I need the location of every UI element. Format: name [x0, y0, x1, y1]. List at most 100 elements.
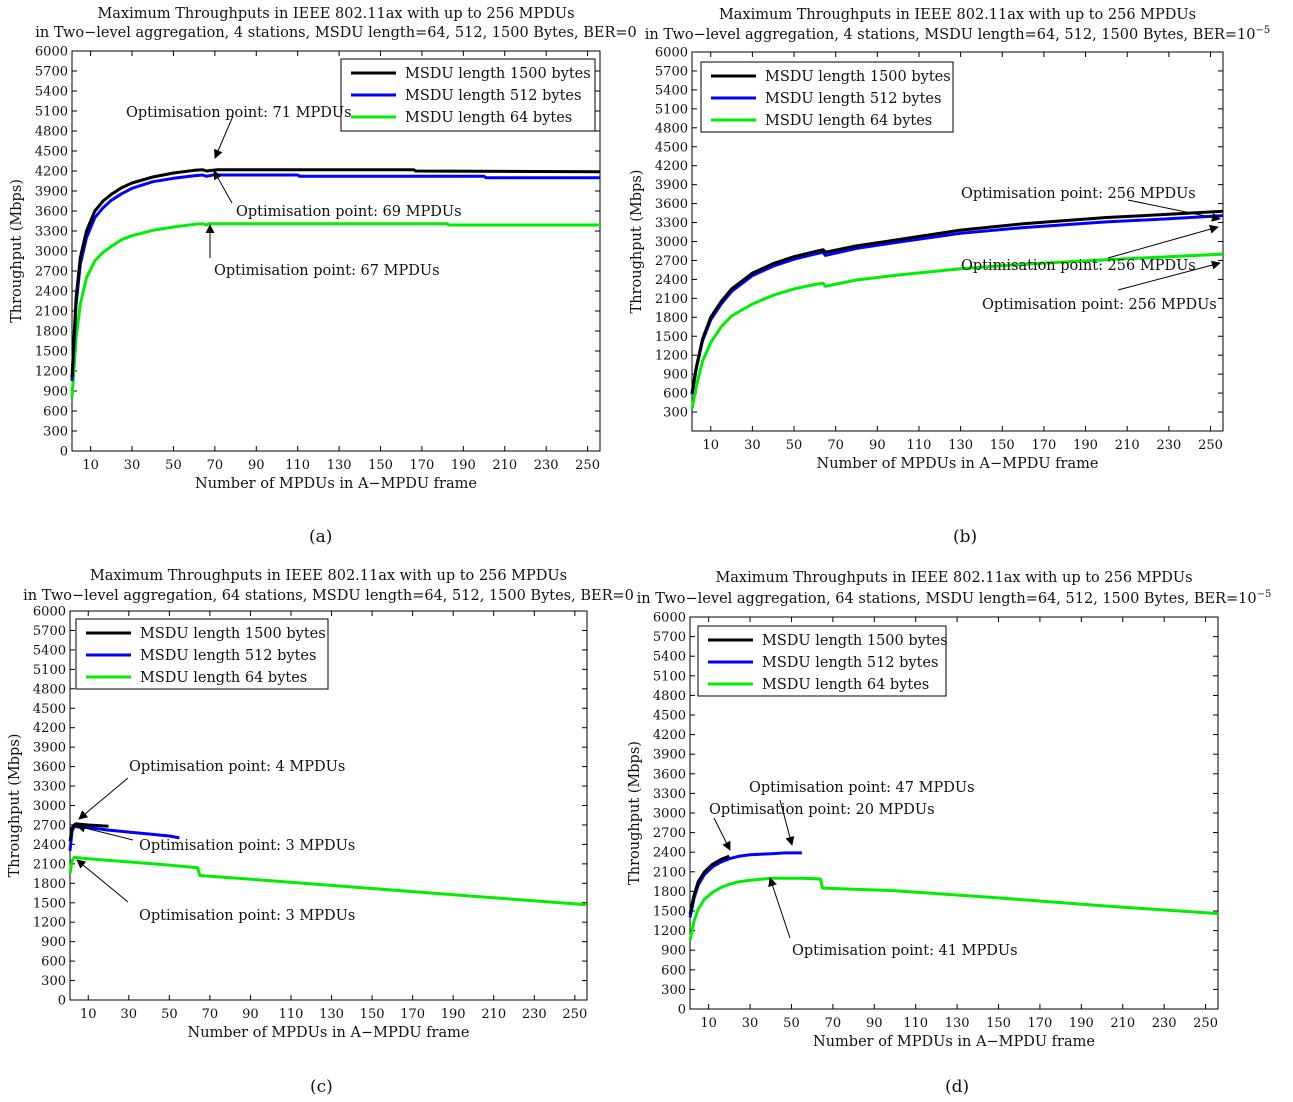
legend-entry: MSDU length 1500 bytes [140, 626, 326, 642]
annotation-label: Optimisation point: 256 MPDUs [961, 258, 1196, 274]
y-tick-label: 1500 [655, 330, 688, 345]
x-tick-label: 30 [124, 458, 141, 473]
y-tick-label: 2700 [35, 265, 68, 280]
annotation-label: Optimisation point: 67 MPDUs [214, 263, 440, 279]
y-tick-label: 600 [41, 955, 66, 970]
y-axis-label: Throughput (Mbps) [629, 170, 645, 314]
y-tick-label: 5400 [35, 85, 68, 100]
chart-title-line: Maximum Throughputs in IEEE 802.11ax wit… [97, 6, 574, 22]
y-tick-label: 3600 [35, 205, 68, 220]
legend: MSDU length 1500 bytes MSDU length 512 by… [340, 58, 596, 132]
y-tick-label: 2700 [33, 818, 66, 833]
y-tick-label: 5100 [35, 105, 68, 120]
x-tick-label: 170 [1032, 438, 1057, 453]
y-tick-label: 600 [663, 387, 688, 402]
y-tick-label: 2700 [653, 826, 686, 841]
y-axis-label: Throughput (Mbps) [7, 734, 23, 878]
annotation-arrow [78, 777, 129, 820]
x-axis-label: Number of MPDUs in A−MPDU frame [813, 1034, 1095, 1050]
y-tick-label: 1200 [35, 365, 68, 380]
chart-title-line: in Two−level aggregation, 4 stations, MS… [645, 25, 1271, 43]
chart-panel-3: Maximum Throughputs in IEEE 802.11ax wit… [7, 568, 634, 1041]
annotation-arrow [779, 799, 795, 846]
x-tick-label: 30 [744, 438, 761, 453]
y-tick-label: 3900 [653, 748, 686, 763]
x-tick-label: 190 [1069, 1016, 1094, 1031]
legend: MSDU length 1500 bytes MSDU length 512 by… [697, 625, 948, 697]
series-line-3 [68, 855, 588, 907]
annotation-label: Optimisation point: 4 MPDUs [129, 759, 345, 775]
annotation-label: Optimisation point: 20 MPDUs [709, 802, 935, 818]
x-tick-label: 190 [451, 458, 476, 473]
y-axis-label: Throughput (Mbps) [9, 179, 25, 323]
y-tick-label: 1200 [655, 349, 688, 364]
y-tick-label: 1500 [33, 896, 66, 911]
legend-entry: MSDU length 512 bytes [765, 91, 941, 107]
x-tick-label: 130 [319, 1007, 344, 1022]
y-tick-label: 300 [41, 974, 66, 989]
annotation-arrow [76, 823, 134, 841]
y-tick-label: 2700 [655, 254, 688, 269]
y-tick-label: 5700 [655, 64, 688, 79]
x-tick-label: 10 [82, 458, 99, 473]
x-tick-label: 50 [161, 1007, 178, 1022]
y-tick-label: 4500 [35, 145, 68, 160]
legend: MSDU length 1500 bytes MSDU length 512 by… [700, 61, 954, 133]
series-line-2 [70, 173, 600, 382]
y-tick-label: 2100 [655, 292, 688, 307]
x-tick-label: 170 [410, 458, 435, 473]
legend-entry: MSDU length 64 bytes [765, 113, 932, 129]
x-tick-label: 130 [945, 1016, 970, 1031]
y-tick-label: 4800 [653, 689, 686, 704]
annotation-label: Optimisation point: 256 MPDUs [982, 297, 1217, 313]
annotation-arrow [1117, 260, 1221, 291]
y-tick-label: 4200 [33, 721, 66, 736]
series-line-1 [690, 209, 1224, 394]
y-tick-label: 300 [663, 406, 688, 421]
y-tick-label: 4500 [33, 702, 66, 717]
y-axis-label: Throughput (Mbps) [627, 741, 643, 885]
x-tick-label: 110 [907, 438, 932, 453]
x-tick-label: 50 [783, 1016, 800, 1031]
x-tick-label: 230 [522, 1007, 547, 1022]
x-tick-label: 10 [702, 438, 719, 453]
x-tick-label: 50 [786, 438, 803, 453]
x-tick-label: 110 [285, 458, 310, 473]
legend-entry: MSDU length 1500 bytes [765, 69, 951, 85]
x-tick-label: 250 [1198, 438, 1223, 453]
y-tick-label: 3000 [653, 807, 686, 822]
legend-entry: MSDU length 512 bytes [405, 88, 581, 104]
x-tick-label: 250 [575, 458, 600, 473]
x-axis-label: Number of MPDUs in A−MPDU frame [188, 1025, 470, 1041]
y-tick-label: 5400 [655, 83, 688, 98]
chart-title-line: in Two−level aggregation, 64 stations, M… [637, 589, 1272, 607]
x-tick-label: 110 [279, 1007, 304, 1022]
chart-title-line: Maximum Throughputs in IEEE 802.11ax wit… [90, 568, 567, 584]
y-tick-label: 2400 [35, 285, 68, 300]
series-line-1 [688, 854, 730, 915]
chart-title-line: Maximum Throughputs in IEEE 802.11ax wit… [719, 7, 1196, 23]
y-tick-label: 3300 [653, 787, 686, 802]
y-tick-label: 5700 [35, 65, 68, 80]
y-tick-label: 2400 [653, 846, 686, 861]
x-tick-label: 230 [1152, 1016, 1177, 1031]
y-tick-label: 6000 [33, 605, 66, 620]
y-tick-label: 5400 [33, 643, 66, 658]
annotation-arrow [1127, 199, 1221, 222]
y-tick-label: 6000 [653, 611, 686, 626]
legend-entry: MSDU length 64 bytes [405, 110, 572, 126]
y-tick-label: 3300 [655, 216, 688, 231]
y-tick-label: 600 [661, 963, 686, 978]
x-tick-label: 70 [202, 1007, 219, 1022]
x-tick-label: 90 [866, 1016, 883, 1031]
y-tick-label: 1200 [653, 924, 686, 939]
annotation-label: Optimisation point: 256 MPDUs [961, 186, 1196, 202]
y-tick-label: 2400 [33, 838, 66, 853]
chart-panel-1: Maximum Throughputs in IEEE 802.11ax wit… [9, 6, 637, 492]
y-tick-label: 2100 [35, 305, 68, 320]
chart-panel-2: Maximum Throughputs in IEEE 802.11ax wit… [629, 7, 1270, 472]
annotation-arrow [768, 877, 791, 939]
y-tick-label: 5700 [33, 624, 66, 639]
legend-entry: MSDU length 512 bytes [762, 655, 938, 671]
